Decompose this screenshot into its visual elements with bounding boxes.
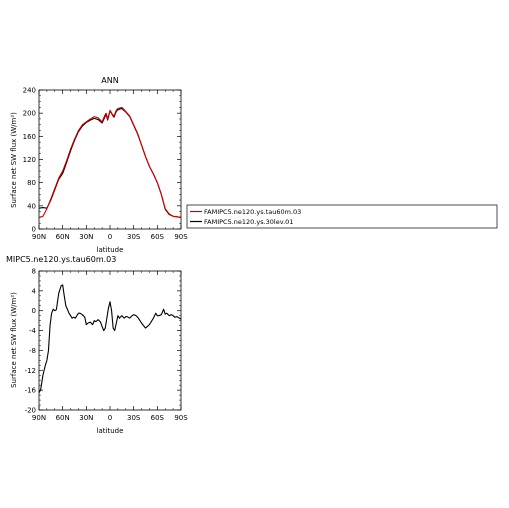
top-y-axis-title: Surface net SW flux (W/m²): [10, 112, 18, 208]
top-panel-title: ANN: [101, 76, 118, 85]
bottom-y-axis: -20 -16 -12 -8 -4 0 4 8: [25, 268, 181, 415]
bottom-x-tick-label: 60N: [56, 414, 70, 422]
top-y-tick-label: 200: [23, 110, 36, 118]
top-x-tick-label: 30N: [79, 233, 93, 241]
top-x-tick-label: 60N: [56, 233, 70, 241]
bottom-x-tick-label: 90N: [32, 414, 46, 422]
bottom-x-tick-label: 90S: [174, 414, 188, 422]
bottom-plot-frame: [38, 270, 182, 411]
legend: FAMIPC5.ne120.ys.tau60m.03 FAMIPC5.ne120…: [186, 204, 498, 229]
bottom-x-tick-label: 30N: [79, 414, 93, 422]
bottom-y-tick-label: 0: [32, 307, 36, 315]
top-y-tick-label: 160: [23, 133, 36, 141]
bottom-y-tick-label: -4: [29, 327, 37, 335]
bottom-panel: MIPC5.ne120.ys.tau60m.03 -20 -16 -12 -8 -4 0 4…: [6, 255, 188, 435]
bottom-y-tick-label: -20: [25, 407, 36, 415]
top-y-tick-label: 80: [27, 179, 36, 187]
top-x-tick-label: 60S: [151, 233, 165, 241]
top-y-tick-label: 120: [23, 156, 36, 164]
top-series-group: [38, 106, 182, 218]
bottom-y-tick-label: -8: [29, 347, 36, 355]
top-y-tick-label: 40: [27, 202, 36, 210]
top-y-tick-label: 0: [32, 226, 36, 234]
bottom-y-axis-title: Surface net SW flux (W/m²): [10, 292, 18, 388]
bottom-y-tick-label: -12: [25, 367, 36, 375]
top-x-tick-label: 30S: [127, 233, 141, 241]
bottom-x-axis: 90N 60N 30N 0 30S 60S 90S: [32, 271, 188, 422]
top-x-tick-label: 90S: [174, 233, 188, 241]
bottom-panel-title: MIPC5.ne120.ys.tau60m.03: [6, 255, 116, 264]
top-x-tick-label: 0: [108, 233, 112, 241]
top-x-tick-label: 90N: [32, 233, 46, 241]
top-x-axis: 90N 60N 30N 0 30S 60S 90S: [32, 90, 188, 241]
top-y-axis: 0 40 80 120 160 200 240: [23, 87, 181, 234]
bottom-x-tick-label: 60S: [151, 414, 165, 422]
bottom-x-axis-title: latitude: [97, 427, 124, 435]
bottom-x-tick-label: 0: [108, 414, 112, 422]
bottom-series-line-0: [38, 284, 182, 393]
bottom-y-tick-label: 8: [32, 268, 36, 276]
top-series-line-0: [38, 106, 182, 218]
top-series-line-1: [38, 107, 182, 218]
bottom-y-tick-label: 4: [32, 287, 37, 295]
bottom-series-group: [38, 284, 182, 393]
bottom-y-tick-label: -16: [25, 387, 37, 395]
legend-box: [186, 204, 498, 229]
top-x-axis-title: latitude: [97, 246, 124, 254]
legend-label-30lev: FAMIPC5.ne120.ys.30lev.01: [204, 218, 293, 226]
bottom-x-tick-label: 30S: [127, 414, 141, 422]
top-y-tick-label: 240: [23, 87, 36, 95]
legend-label-tau60m: FAMIPC5.ne120.ys.tau60m.03: [204, 208, 301, 216]
